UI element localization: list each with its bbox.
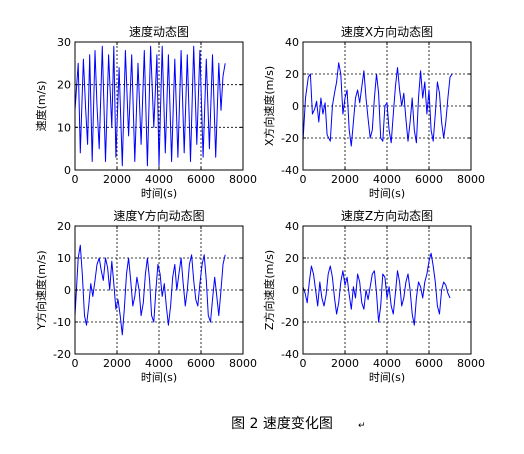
series-line bbox=[302, 252, 451, 326]
y-axis-label: X方向速度(m/s) bbox=[262, 66, 276, 146]
x-tick-label: 2000 bbox=[331, 357, 359, 370]
x-tick-label: 2000 bbox=[103, 173, 131, 186]
y-tick-label: 10 bbox=[57, 121, 71, 134]
y-tick-label: 0 bbox=[64, 284, 71, 297]
x-tick-label: 8000 bbox=[229, 173, 257, 186]
x-tick-label: 0 bbox=[300, 173, 307, 186]
y-axis-label: Y方向速度(m/s) bbox=[34, 250, 48, 330]
x-tick-label: 4000 bbox=[145, 357, 173, 370]
caption-return-mark: ↵ bbox=[358, 421, 366, 431]
x-tick-label: 2000 bbox=[331, 173, 359, 186]
chart-title: 速度X方向动态图 bbox=[341, 24, 433, 39]
x-tick-label: 6000 bbox=[415, 357, 443, 370]
x-tick-label: 6000 bbox=[187, 173, 215, 186]
y-tick-label: 0 bbox=[292, 100, 299, 113]
y-tick-label: 0 bbox=[64, 164, 71, 177]
x-tick-label: 2000 bbox=[103, 357, 131, 370]
x-tick-label: 0 bbox=[72, 357, 79, 370]
x-tick-label: 6000 bbox=[415, 173, 443, 186]
y-tick-label: 20 bbox=[285, 68, 299, 81]
series-line bbox=[302, 62, 453, 147]
y-tick-label: -20 bbox=[281, 132, 299, 145]
x-axis-label: 时间(s) bbox=[369, 371, 405, 384]
x-axis-label: 时间(s) bbox=[141, 187, 177, 200]
chart-title: 速度动态图 bbox=[129, 24, 189, 39]
y-tick-label: 10 bbox=[57, 252, 71, 265]
x-tick-label: 4000 bbox=[145, 173, 173, 186]
y-tick-label: -40 bbox=[281, 164, 299, 177]
y-tick-label: -20 bbox=[53, 348, 71, 361]
y-tick-label: -10 bbox=[53, 316, 71, 329]
x-tick-label: 0 bbox=[300, 357, 307, 370]
series-line bbox=[74, 45, 226, 167]
chart-title: 速度Z方向动态图 bbox=[341, 208, 433, 223]
x-tick-label: 4000 bbox=[373, 357, 401, 370]
x-axis-label: 时间(s) bbox=[141, 371, 177, 384]
y-tick-label: -40 bbox=[281, 348, 299, 361]
y-tick-label: 40 bbox=[285, 220, 299, 233]
x-tick-label: 8000 bbox=[457, 357, 485, 370]
y-tick-label: 0 bbox=[292, 284, 299, 297]
y-axis-label: Z方向速度(m/s) bbox=[262, 250, 276, 330]
x-tick-label: 8000 bbox=[229, 357, 257, 370]
x-axis-label: 时间(s) bbox=[369, 187, 405, 200]
y-tick-label: 30 bbox=[57, 36, 71, 49]
y-tick-label: 40 bbox=[285, 36, 299, 49]
chart-title: 速度Y方向动态图 bbox=[113, 208, 204, 223]
x-tick-label: 4000 bbox=[373, 173, 401, 186]
y-tick-label: -20 bbox=[281, 316, 299, 329]
figure-caption: 图 2 速度变化图 bbox=[231, 416, 333, 432]
chart-panel: 0 2000 4000 6000 8000 -40 -20 0 20 40 速度Z方向动态图时间(s… bbox=[262, 208, 485, 384]
chart-panels: 0 2000 4000 6000 80000102030速度动态图时间(s)速度(m/s… bbox=[34, 24, 485, 384]
chart-panel: 0 2000 4000 6000 8000 -20 -10 0 10 20 速度Y方向动态图时间(s… bbox=[34, 208, 257, 384]
y-tick-label: 20 bbox=[57, 220, 71, 233]
x-tick-label: 8000 bbox=[457, 173, 485, 186]
y-tick-label: 20 bbox=[57, 79, 71, 92]
y-axis-label: 速度(m/s) bbox=[34, 81, 48, 132]
x-tick-label: 0 bbox=[72, 173, 79, 186]
chart-panel: 0 2000 4000 6000 8000 -40 -20 0 20 40 速度X方向动态图时间(s… bbox=[262, 24, 485, 200]
y-tick-label: 20 bbox=[285, 252, 299, 265]
x-tick-label: 6000 bbox=[187, 357, 215, 370]
series-line bbox=[74, 244, 226, 336]
